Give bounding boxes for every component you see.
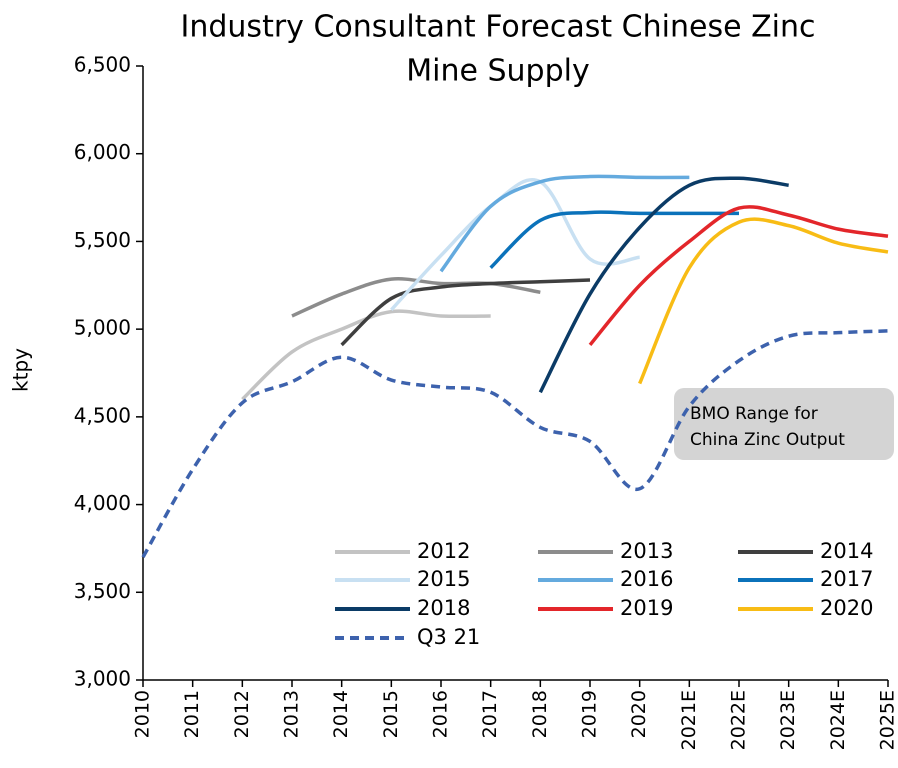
x-tick-label: 2013 bbox=[281, 690, 303, 738]
legend-label: 2013 bbox=[620, 539, 673, 563]
legend-label: 2015 bbox=[417, 567, 470, 591]
x-tick-label: 2012 bbox=[231, 690, 253, 738]
series-line bbox=[588, 205, 889, 347]
x-tick-label: 2022E bbox=[728, 690, 750, 750]
legend-label: Q3 21 bbox=[417, 625, 480, 649]
series-line bbox=[489, 210, 739, 270]
x-tick-label: 2017 bbox=[479, 690, 501, 738]
y-tick-label: 3,500 bbox=[74, 579, 131, 603]
legend-label: 2020 bbox=[820, 596, 873, 620]
x-tick-label: 2014 bbox=[330, 690, 352, 738]
series-line bbox=[241, 309, 491, 401]
annotation: China Zinc Output bbox=[690, 430, 845, 450]
legend-label: 2019 bbox=[620, 596, 673, 620]
y-tick-label: 5,500 bbox=[74, 228, 131, 252]
legend-label: 2014 bbox=[820, 539, 873, 563]
y-tick-label: 4,000 bbox=[74, 491, 131, 515]
x-tick-label: 2021E bbox=[678, 690, 700, 750]
series-line bbox=[340, 278, 591, 347]
y-tick-label: 5,000 bbox=[74, 316, 131, 340]
chart-title: Mine Supply bbox=[406, 54, 589, 89]
legend-label: 2012 bbox=[417, 539, 470, 563]
annotation: BMO Range for bbox=[690, 404, 818, 424]
x-tick-label: 2020 bbox=[628, 690, 650, 738]
x-tick-label: 2019 bbox=[579, 690, 601, 738]
series-line bbox=[638, 217, 889, 385]
x-tick-label: 2011 bbox=[181, 690, 203, 738]
x-tick-label: 2016 bbox=[430, 690, 452, 738]
series-line bbox=[141, 329, 889, 559]
x-tick-label: 2010 bbox=[132, 690, 154, 738]
chart-title: Industry Consultant Forecast Chinese Zin… bbox=[181, 10, 816, 45]
y-tick-label: 6,000 bbox=[74, 140, 131, 164]
x-tick-label: 2018 bbox=[529, 690, 551, 738]
y-tick-label: 3,000 bbox=[74, 667, 131, 691]
x-tick-label: 2023E bbox=[777, 690, 799, 750]
y-axis-label: ktpy bbox=[9, 348, 33, 392]
legend-label: 2017 bbox=[820, 567, 873, 591]
series-line bbox=[439, 174, 690, 273]
legend-label: 2018 bbox=[417, 596, 470, 620]
x-tick-label: 2024E bbox=[827, 690, 849, 750]
series-line bbox=[538, 176, 789, 394]
annotation-box bbox=[674, 388, 894, 460]
legend-label: 2016 bbox=[620, 567, 673, 591]
x-tick-label: 2025E bbox=[877, 690, 898, 750]
series-line bbox=[390, 178, 640, 312]
y-tick-label: 6,500 bbox=[74, 53, 131, 77]
x-tick-label: 2015 bbox=[380, 690, 402, 738]
y-tick-label: 4,500 bbox=[74, 403, 131, 427]
